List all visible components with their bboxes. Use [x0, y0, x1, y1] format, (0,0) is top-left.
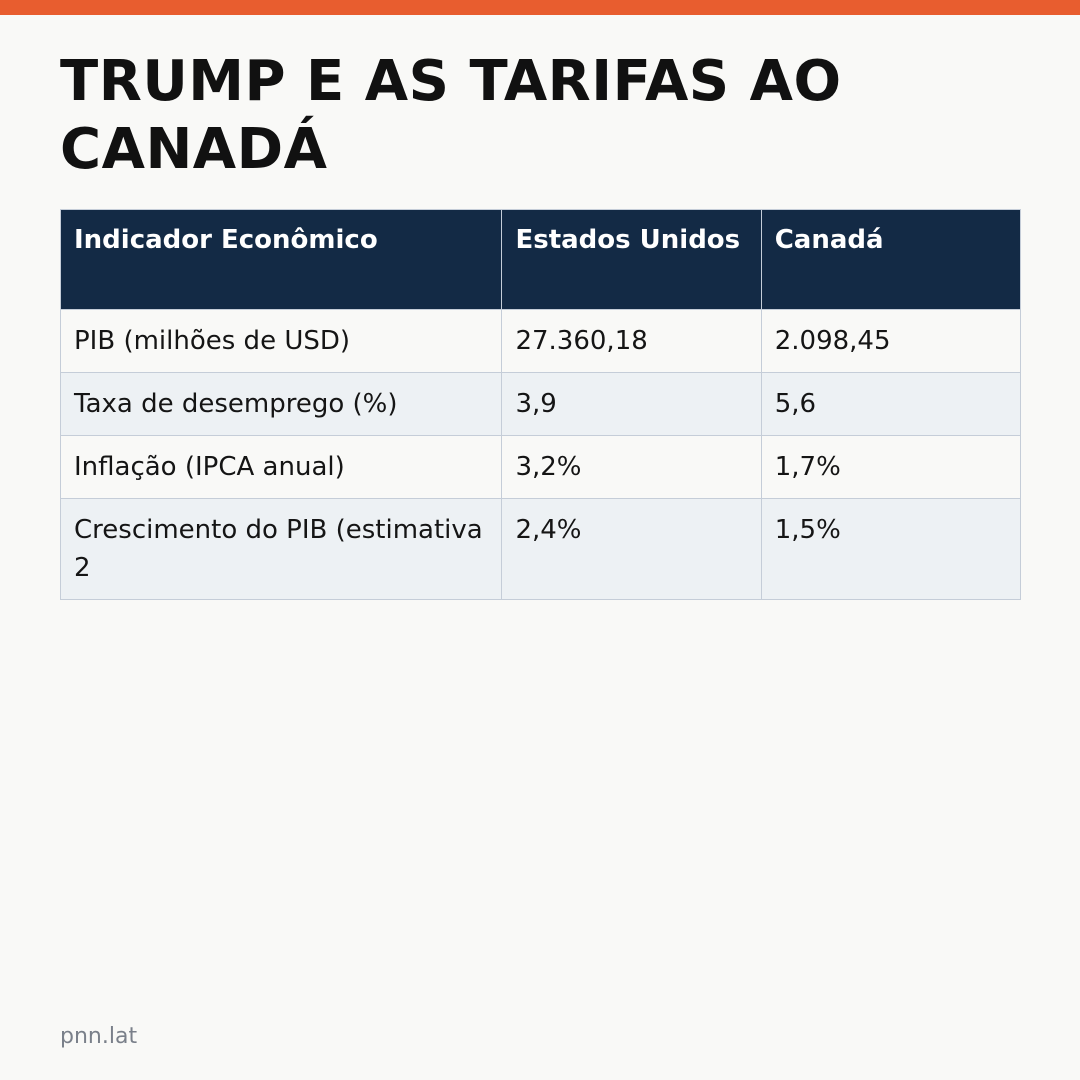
table-cell: 2,4% [501, 498, 762, 600]
table-row: PIB (milhões de USD) 27.360,18 2.098,45 [59, 309, 1022, 373]
column-header: Canadá [760, 209, 1022, 310]
top-accent-bar [0, 0, 1080, 15]
column-header: Estados Unidos [501, 209, 762, 310]
table-cell: Inflação (IPCA anual) [59, 435, 503, 499]
table-row: Inflação (IPCA anual) 3,2% 1,7% [59, 435, 1022, 499]
table-cell: 1,7% [760, 435, 1022, 499]
table-row: Taxa de desemprego (%) 3,9 5,6 [59, 372, 1022, 436]
table-header-row: Indicador Econômico Estados Unidos Canad… [59, 209, 1022, 310]
footer-source: pnn.lat [60, 1024, 138, 1049]
table-cell: 5,6 [760, 372, 1022, 436]
data-table: Indicador Econômico Estados Unidos Canad… [59, 209, 1022, 600]
page-title: TRUMP E AS TARIFAS AO CANADÁ [60, 49, 842, 182]
table-cell: 1,5% [760, 498, 1022, 600]
table-cell: 2.098,45 [760, 309, 1022, 373]
table-cell: 3,9 [501, 372, 762, 436]
table-cell: 3,2% [501, 435, 762, 499]
table-cell: Taxa de desemprego (%) [59, 372, 503, 436]
table-cell: 27.360,18 [501, 309, 762, 373]
table-cell: Crescimento do PIB (estimativa 2 [59, 498, 503, 600]
table-cell: PIB (milhões de USD) [59, 309, 503, 373]
column-header: Indicador Econômico [59, 209, 503, 310]
table-row: Crescimento do PIB (estimativa 2 2,4% 1,… [59, 498, 1022, 600]
